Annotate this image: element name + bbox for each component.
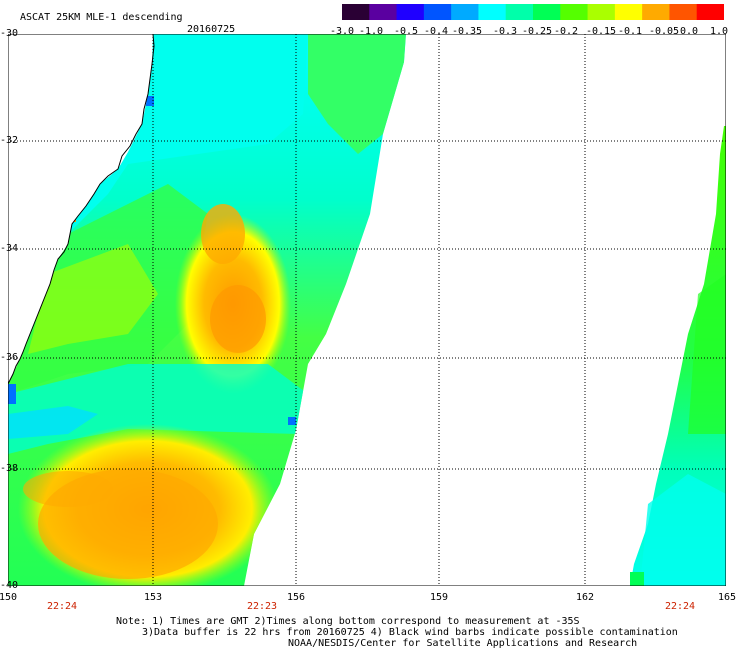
latitude-label: -38 [0, 463, 19, 474]
colorbar-segment [505, 4, 534, 20]
colorbar-segment [396, 4, 425, 20]
graticule [8, 34, 726, 586]
colorbar-segment [614, 4, 643, 20]
latitude-label: -40 [0, 580, 19, 591]
colorbar-label: -1.0 [358, 26, 384, 37]
colorbar-label: 0.0 [679, 26, 699, 37]
colorbar-label: -0.05 [648, 26, 680, 37]
colorbar-label: -0.4 [423, 26, 449, 37]
colorbar-label: -0.2 [553, 26, 579, 37]
colorbar-label: -0.3 [492, 26, 518, 37]
longitude-label: 156 [286, 592, 306, 603]
colorbar-label: 1.0 [709, 26, 729, 37]
longitude-label: 150 [0, 592, 18, 603]
colorbar-segment [533, 4, 561, 20]
colorbar-label: -0.35 [451, 26, 483, 37]
coastline [8, 34, 155, 385]
colorbar-label: -0.5 [393, 26, 419, 37]
colorbar-label: -0.15 [585, 26, 617, 37]
colorbar-segment [342, 4, 370, 20]
longitude-label: 165 [717, 592, 737, 603]
map-title: ASCAT 25KM MLE-1 descending [20, 12, 183, 23]
longitude-label: 159 [429, 592, 449, 603]
colorbar-segment [560, 4, 589, 20]
latitude-label: -34 [0, 243, 19, 254]
footnotes: Note: 1) Times are GMT 2)Times along bot… [116, 616, 678, 649]
swath-east [630, 126, 726, 586]
pass-time-label: 22:24 [46, 601, 78, 612]
longitude-label: 153 [143, 592, 163, 603]
colorbar-segment [669, 4, 698, 20]
wind-field-map [8, 34, 726, 586]
latitude-label: -32 [0, 135, 19, 146]
colorbar-segment [587, 4, 616, 20]
note-line-2: 3)Data buffer is 22 hrs from 20160725 4)… [142, 627, 678, 638]
latitude-label: -30 [0, 28, 19, 39]
colorbar-label: -0.1 [617, 26, 643, 37]
colorbar-segment [642, 4, 670, 20]
colorbar-gradient [342, 4, 724, 20]
land-mask [8, 34, 153, 384]
colorbar-label: -0.25 [521, 26, 553, 37]
map-plot-area [8, 34, 726, 586]
pass-time-label: 22:24 [664, 601, 696, 612]
colorbar-segment [423, 4, 452, 20]
latitude-label: -36 [0, 352, 19, 363]
colorbar [342, 4, 724, 20]
pass-time-label: 22:23 [246, 601, 278, 612]
colorbar-segment [478, 4, 507, 20]
map-date: 20160725 [187, 24, 236, 35]
note-line-3: NOAA/NESDIS/Center for Satellite Applica… [288, 638, 638, 649]
colorbar-segment [369, 4, 398, 20]
longitude-label: 162 [575, 592, 595, 603]
colorbar-segment [451, 4, 479, 20]
swath-west [8, 34, 406, 586]
colorbar-segment [696, 4, 724, 20]
colorbar-label: -3.0 [329, 26, 355, 37]
note-line-1: Note: 1) Times are GMT 2)Times along bot… [116, 616, 580, 627]
